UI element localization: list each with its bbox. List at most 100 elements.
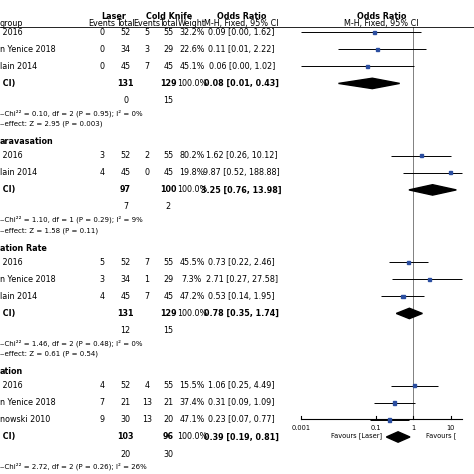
Text: aravasation: aravasation <box>0 137 54 146</box>
Text: 80.2%: 80.2% <box>179 151 205 160</box>
Text: 0.31 [0.09, 1.09]: 0.31 [0.09, 1.09] <box>209 398 275 407</box>
Text: 3.25 [0.76, 13.98]: 3.25 [0.76, 13.98] <box>201 185 282 194</box>
Text: 0: 0 <box>100 45 104 54</box>
Text: 22.6%: 22.6% <box>179 45 205 54</box>
Text: M-H, Fixed, 95% CI: M-H, Fixed, 95% CI <box>344 19 419 28</box>
Text: Odds Ratio: Odds Ratio <box>217 12 266 21</box>
Text: 131: 131 <box>118 79 134 88</box>
Text: 96: 96 <box>163 432 174 441</box>
Text: 1.62 [0.26, 10.12]: 1.62 [0.26, 10.12] <box>206 151 278 160</box>
Text: CI): CI) <box>0 185 15 194</box>
Text: 3: 3 <box>100 275 104 284</box>
Text: group: group <box>0 19 24 28</box>
Text: 0.23 [0.07, 0.77]: 0.23 [0.07, 0.77] <box>209 415 275 424</box>
Text: 55: 55 <box>163 151 173 160</box>
Text: 30: 30 <box>120 415 131 424</box>
Text: 29: 29 <box>163 275 173 284</box>
Text: 15: 15 <box>163 326 173 335</box>
Text: Favours [: Favours [ <box>426 432 456 438</box>
Text: 13: 13 <box>142 398 152 407</box>
Text: 55: 55 <box>163 381 173 390</box>
Polygon shape <box>409 185 456 195</box>
Text: 52: 52 <box>120 151 131 160</box>
Text: 45: 45 <box>120 168 131 177</box>
Text: 7: 7 <box>145 62 149 71</box>
Text: nowski 2010: nowski 2010 <box>0 415 50 424</box>
Polygon shape <box>396 308 422 319</box>
Text: 0: 0 <box>100 62 104 71</box>
Text: 55: 55 <box>163 28 173 36</box>
Text: 100.0%: 100.0% <box>177 185 207 194</box>
Text: 52: 52 <box>120 258 131 267</box>
Text: ‒effect: Z = 0.61 (P = 0.54): ‒effect: Z = 0.61 (P = 0.54) <box>0 351 98 357</box>
Text: 45.5%: 45.5% <box>179 258 205 267</box>
Text: 3: 3 <box>100 151 104 160</box>
Text: 5: 5 <box>145 28 149 36</box>
Text: 0: 0 <box>145 168 149 177</box>
Text: 52: 52 <box>120 28 131 36</box>
Text: 47.2%: 47.2% <box>179 292 205 301</box>
Bar <box>392 401 396 404</box>
Text: 1.06 [0.25, 4.49]: 1.06 [0.25, 4.49] <box>209 381 275 390</box>
Text: 100.0%: 100.0% <box>177 432 207 441</box>
Polygon shape <box>338 78 400 89</box>
Text: 45: 45 <box>120 292 131 301</box>
Bar <box>428 278 431 281</box>
Text: 32.2%: 32.2% <box>179 28 205 36</box>
Text: ‒Chi²² = 1.10, df = 1 (P = 0.29); I² = 9%: ‒Chi²² = 1.10, df = 1 (P = 0.29); I² = 9… <box>0 216 143 223</box>
Bar <box>373 31 376 34</box>
Text: CI): CI) <box>0 79 15 88</box>
Text: ‒effect: Z = 1.58 (P = 0.11): ‒effect: Z = 1.58 (P = 0.11) <box>0 227 98 234</box>
Text: ation Rate: ation Rate <box>0 244 47 253</box>
Text: 0.09 [0.00, 1.62]: 0.09 [0.00, 1.62] <box>209 28 275 36</box>
Text: 0.06 [0.00, 1.02]: 0.06 [0.00, 1.02] <box>209 62 275 71</box>
Text: 1: 1 <box>145 275 149 284</box>
Bar <box>376 48 379 51</box>
Text: 7: 7 <box>145 292 149 301</box>
Text: 129: 129 <box>160 79 177 88</box>
Text: Total: Total <box>159 19 178 28</box>
Text: 97: 97 <box>120 185 131 194</box>
Text: 100: 100 <box>160 185 176 194</box>
Bar <box>388 418 391 421</box>
Text: 9: 9 <box>100 415 104 424</box>
Text: 7: 7 <box>100 398 104 407</box>
Text: 10: 10 <box>447 425 455 431</box>
Text: 21: 21 <box>163 398 173 407</box>
Text: Weight: Weight <box>178 19 206 28</box>
Text: 29: 29 <box>163 45 173 54</box>
Text: 15: 15 <box>163 96 173 105</box>
Text: 45: 45 <box>163 62 173 71</box>
Text: 55: 55 <box>163 258 173 267</box>
Text: ‒Chi²² = 0.10, df = 2 (P = 0.95); I² = 0%: ‒Chi²² = 0.10, df = 2 (P = 0.95); I² = 0… <box>0 109 143 117</box>
Text: 129: 129 <box>160 309 177 318</box>
Text: 7: 7 <box>123 202 128 211</box>
Text: 3: 3 <box>145 45 149 54</box>
Text: M-H, Fixed, 95% CI: M-H, Fixed, 95% CI <box>204 19 279 28</box>
Text: 2016: 2016 <box>0 28 23 36</box>
Text: 4: 4 <box>100 292 104 301</box>
Bar <box>407 261 410 264</box>
Bar <box>419 154 423 157</box>
Text: 0.08 [0.01, 0.43]: 0.08 [0.01, 0.43] <box>204 79 279 88</box>
Text: 2: 2 <box>145 151 149 160</box>
Text: n Yenice 2018: n Yenice 2018 <box>0 275 55 284</box>
Text: CI): CI) <box>0 432 15 441</box>
Text: 5: 5 <box>100 258 104 267</box>
Text: 0.73 [0.22, 2.46]: 0.73 [0.22, 2.46] <box>209 258 275 267</box>
Text: 2.71 [0.27, 27.58]: 2.71 [0.27, 27.58] <box>206 275 278 284</box>
Text: 34: 34 <box>120 45 131 54</box>
Text: 100.0%: 100.0% <box>177 79 207 88</box>
Text: lain 2014: lain 2014 <box>0 292 37 301</box>
Text: 19.8%: 19.8% <box>179 168 205 177</box>
Text: 12: 12 <box>120 326 131 335</box>
Text: Total: Total <box>116 19 135 28</box>
Text: 2: 2 <box>166 202 171 211</box>
Text: CI): CI) <box>0 309 15 318</box>
Text: 2016: 2016 <box>0 151 23 160</box>
Text: 0.11 [0.01, 2.22]: 0.11 [0.01, 2.22] <box>209 45 275 54</box>
Text: 0.78 [0.35, 1.74]: 0.78 [0.35, 1.74] <box>204 309 279 318</box>
Text: Favours [Laser]: Favours [Laser] <box>331 432 382 438</box>
Text: 7: 7 <box>145 258 149 267</box>
Text: 47.1%: 47.1% <box>179 415 205 424</box>
